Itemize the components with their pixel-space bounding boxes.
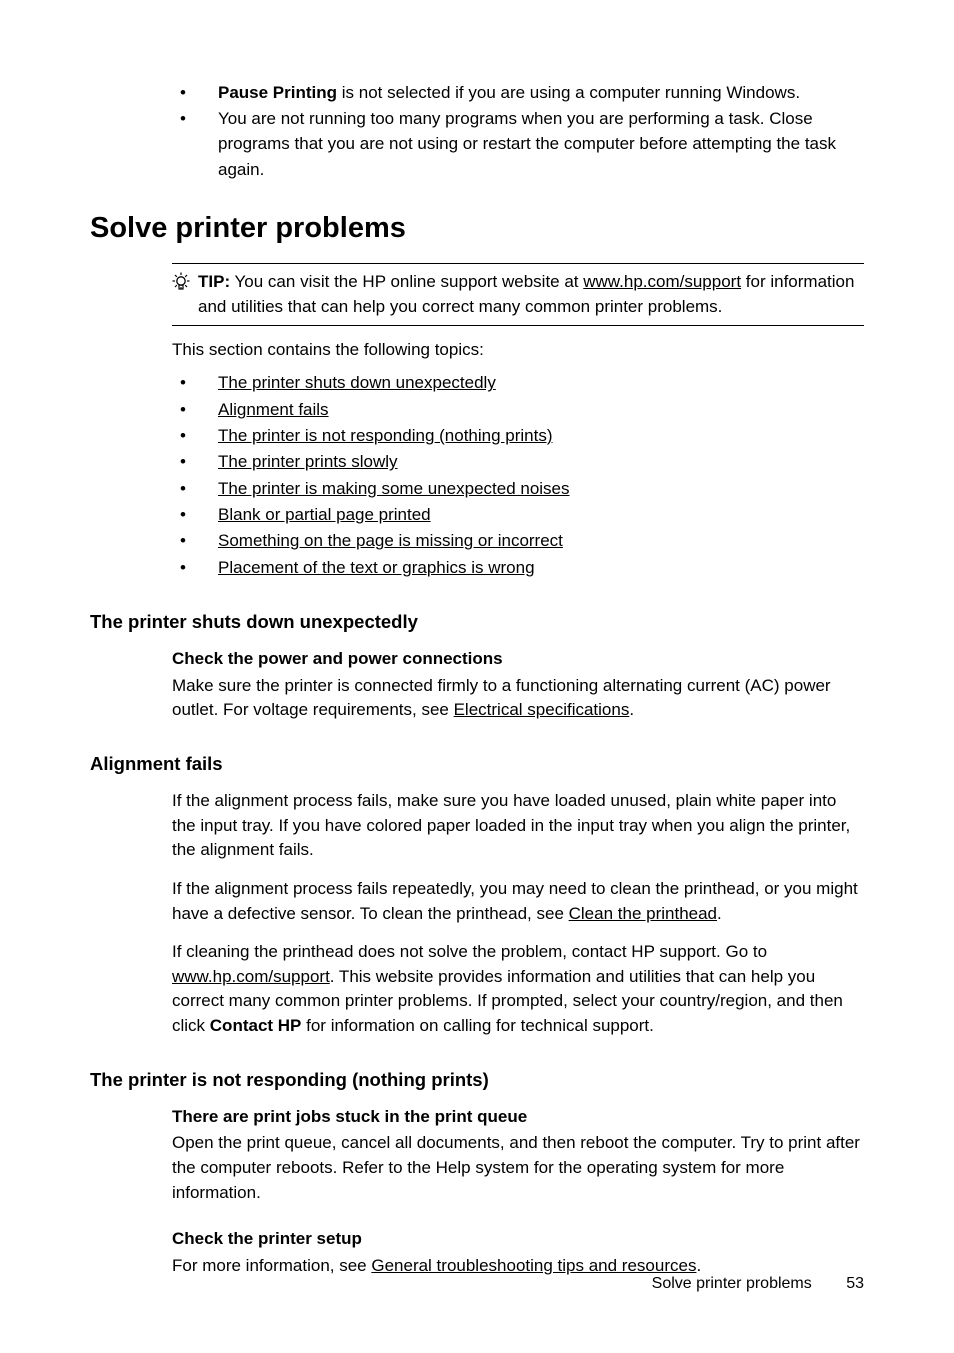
section-intro: This section contains the following topi… <box>172 340 864 360</box>
tip-text: TIP: You can visit the HP online support… <box>198 270 864 319</box>
document-page: • Pause Printing is not selected if you … <box>0 0 954 1353</box>
step-heading: There are print jobs stuck in the print … <box>172 1105 864 1130</box>
list-item: •The printer is not responding (nothing … <box>180 423 864 449</box>
body-paragraph: Make sure the printer is connected firml… <box>172 674 864 723</box>
inline-link[interactable]: Electrical specifications <box>454 700 630 719</box>
tip-callout: TIP: You can visit the HP online support… <box>172 263 864 326</box>
list-item: •The printer shuts down unexpectedly <box>180 370 864 396</box>
topic-link[interactable]: Something on the page is missing or inco… <box>218 528 563 554</box>
body-paragraph: If cleaning the printhead does not solve… <box>172 940 864 1039</box>
text-span: for information on calling for technical… <box>301 1016 653 1035</box>
text-span: . <box>696 1256 701 1275</box>
inline-link[interactable]: Clean the printhead <box>569 904 717 923</box>
topic-link[interactable]: Placement of the text or graphics is wro… <box>218 555 535 581</box>
topic-link-list: •The printer shuts down unexpectedly •Al… <box>180 370 864 581</box>
bullet-dot: • <box>180 528 218 554</box>
bullet-dot: • <box>180 476 218 502</box>
subsection-heading: The printer is not responding (nothing p… <box>90 1069 864 1091</box>
bullet-text: You are not running too many programs wh… <box>218 106 864 183</box>
text-span: If cleaning the printhead does not solve… <box>172 942 767 961</box>
bullet-rest: You are not running too many programs wh… <box>218 109 836 179</box>
subsection-heading: Alignment fails <box>90 753 864 775</box>
topic-link[interactable]: The printer shuts down unexpectedly <box>218 370 496 396</box>
bullet-dot: • <box>180 555 218 581</box>
topic-link[interactable]: The printer prints slowly <box>218 449 398 475</box>
bullet-dot: • <box>180 370 218 396</box>
footer-title: Solve printer problems <box>652 1275 812 1292</box>
subsection-heading: The printer shuts down unexpectedly <box>90 611 864 633</box>
body-paragraph: If the alignment process fails, make sur… <box>172 789 864 863</box>
text-span: . <box>629 700 634 719</box>
topic-link[interactable]: Alignment fails <box>218 397 329 423</box>
bullet-dot: • <box>180 106 218 183</box>
support-link[interactable]: www.hp.com/support <box>172 967 330 986</box>
bold-term: Pause Printing <box>218 83 337 102</box>
support-link[interactable]: www.hp.com/support <box>583 272 741 291</box>
text-span: . <box>717 904 722 923</box>
bullet-text: Pause Printing is not selected if you ar… <box>218 80 864 106</box>
bullet-dot: • <box>180 397 218 423</box>
text-span: For more information, see <box>172 1256 371 1275</box>
body-paragraph: If the alignment process fails repeatedl… <box>172 877 864 926</box>
bullet-dot: • <box>180 80 218 106</box>
body-paragraph: Open the print queue, cancel all documen… <box>172 1131 864 1205</box>
subsection-body: Check the power and power connections Ma… <box>172 647 864 723</box>
list-item: •Alignment fails <box>180 397 864 423</box>
bold-term: Contact HP <box>210 1016 302 1035</box>
list-item: • You are not running too many programs … <box>180 106 864 183</box>
bullet-dot: • <box>180 502 218 528</box>
bullet-rest: is not selected if you are using a compu… <box>337 83 800 102</box>
topic-link[interactable]: The printer is making some unexpected no… <box>218 476 570 502</box>
bullet-dot: • <box>180 449 218 475</box>
intro-bullet-list: • Pause Printing is not selected if you … <box>180 80 864 182</box>
tip-before: You can visit the HP online support webs… <box>230 272 583 291</box>
step-heading: Check the power and power connections <box>172 647 864 672</box>
step-heading: Check the printer setup <box>172 1227 864 1252</box>
list-item: •Placement of the text or graphics is wr… <box>180 555 864 581</box>
list-item: • Pause Printing is not selected if you … <box>180 80 864 106</box>
inline-link[interactable]: General troubleshooting tips and resourc… <box>371 1256 696 1275</box>
page-footer: Solve printer problems 53 <box>652 1275 864 1293</box>
subsection-body: If the alignment process fails, make sur… <box>172 789 864 1039</box>
topic-link[interactable]: The printer is not responding (nothing p… <box>218 423 553 449</box>
list-item: •The printer is making some unexpected n… <box>180 476 864 502</box>
text-span: If the alignment process fails repeatedl… <box>172 879 858 923</box>
list-item: •The printer prints slowly <box>180 449 864 475</box>
subsection-body: There are print jobs stuck in the print … <box>172 1105 864 1279</box>
page-number: 53 <box>846 1275 864 1292</box>
list-item: •Something on the page is missing or inc… <box>180 528 864 554</box>
lightbulb-icon <box>172 270 198 319</box>
tip-label: TIP: <box>198 272 230 291</box>
page-title: Solve printer problems <box>90 212 864 245</box>
bullet-dot: • <box>180 423 218 449</box>
list-item: •Blank or partial page printed <box>180 502 864 528</box>
topic-link[interactable]: Blank or partial page printed <box>218 502 431 528</box>
